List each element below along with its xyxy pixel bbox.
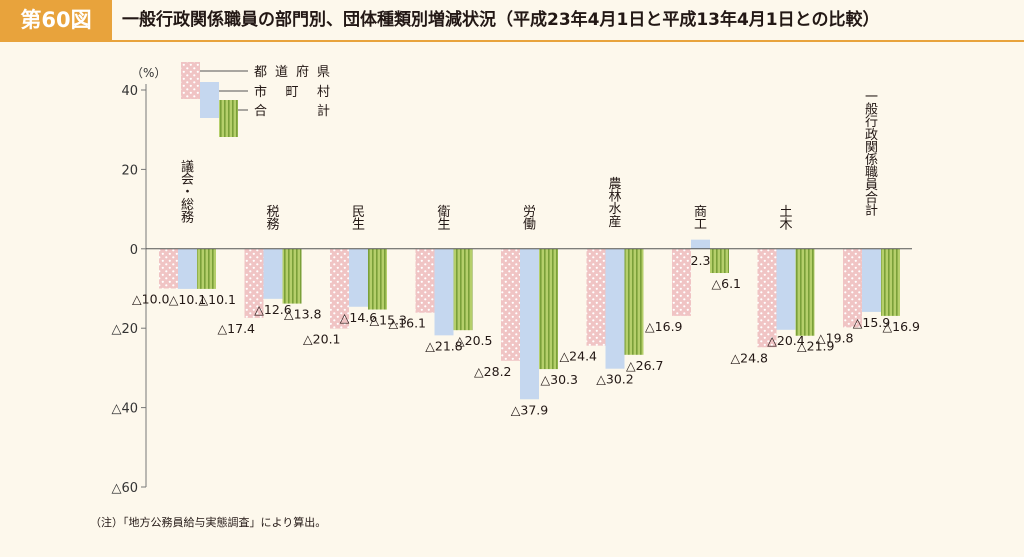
category-label: 労働 [523,205,536,233]
category-label: 議会・総務 [181,160,194,225]
category-label: 民生 [352,205,365,233]
bar-prefecture [757,248,777,348]
source-note: （注）「地方公務員給与実態調査」により算出。 [90,516,327,529]
legend-label-prefecture: 都道府県 [254,65,330,80]
category-label: 一般行政関係職員合計 [865,90,878,218]
data-label-total: △26.7 [626,358,663,373]
data-label-municipal: △12.6 [254,302,291,317]
bar-prefecture [159,248,178,289]
bar-municipal [349,248,368,307]
legend-label-municipal: 市町村 [254,84,330,100]
data-label-prefecture: △19.8 [816,330,853,345]
y-axis: （%） 40 20 0 △20 △40 △60 [111,66,166,496]
bar-total [710,248,729,274]
category-label: 商工 [694,205,707,233]
data-label-total: △15.3 [370,313,407,328]
data-label-municipal: △21.8 [425,338,462,353]
data-label-municipal: △30.2 [596,372,633,387]
bar-prefecture [843,248,862,328]
data-label-prefecture: △17.4 [218,321,255,336]
figure-header: 第60図 一般行政関係職員の部門別、団体種類別増減状況（平成23年4月1日と平成… [0,0,1024,42]
category-label: 税務 [266,205,279,233]
bars [159,239,900,400]
data-label-total: △13.8 [284,307,321,322]
data-label-municipal: △15.9 [853,315,890,330]
bar-total [368,248,387,310]
bar-prefecture [415,248,435,313]
data-label-total: △20.5 [455,333,492,348]
data-label-prefecture: △10.0 [132,292,169,307]
bar-municipal [862,248,881,312]
bar-municipal [691,239,710,249]
data-label-total: △16.9 [883,319,920,334]
bar-prefecture [586,248,606,346]
bar-total [795,248,815,336]
bar-municipal [263,248,283,299]
data-label-prefecture: △16.1 [389,316,426,331]
data-label-municipal: △37.9 [511,402,548,417]
bar-prefecture [672,248,691,316]
data-label-prefecture: △20.1 [303,332,340,347]
y-tick-label: △60 [111,481,138,496]
bar-total [197,248,216,289]
figure-number: 第60図 [0,0,112,40]
bar-total [282,248,302,304]
data-label-municipal: 2.3 [691,253,711,268]
data-label-total: △10.1 [199,292,236,307]
bar-municipal [520,248,539,400]
y-tick-label: △20 [111,322,138,337]
bar-prefecture [244,248,264,318]
y-axis-unit: （%） [131,66,166,80]
data-label-municipal: △10.1 [169,292,206,307]
data-labels: △10.0 △10.1△10.1△17.4△12.6△13.8△20.1△14.6… [132,253,920,417]
bar-total [881,248,900,316]
bar-municipal [434,248,454,336]
y-tick-label: △40 [111,402,138,417]
category-label: 土木 [779,205,792,233]
data-label-prefecture: △28.2 [474,364,511,379]
bar-municipal [605,248,625,369]
bar-total [453,248,473,331]
bar-prefecture [501,248,520,361]
legend-swatch-municipal [200,82,219,118]
data-label-municipal: △14.6 [340,310,377,325]
data-label-total: △6.1 [712,276,742,291]
bar-municipal [178,248,197,289]
y-tick-label: 0 [130,243,138,258]
category-label: 農林水産 [608,177,621,230]
y-tick-label: 40 [121,84,138,99]
data-label-municipal: △20.4 [767,333,804,348]
bar-total [624,248,644,355]
data-label-prefecture: △24.4 [560,349,597,364]
legend-swatch-total [219,100,238,137]
legend-label-total: 合計 [254,103,330,119]
data-label-total: △30.3 [541,372,578,387]
data-label-prefecture: △16.9 [645,319,682,334]
y-tick-label: 20 [121,163,138,178]
bar-total [539,248,558,370]
figure-title: 一般行政関係職員の部門別、団体種類別増減状況（平成23年4月1日と平成13年4月… [122,10,880,30]
bar-prefecture [330,248,349,329]
bar-municipal [776,248,796,330]
data-label-prefecture: △24.8 [731,350,768,365]
legend-swatch-prefecture [181,62,200,99]
category-label: 衛生 [437,205,450,233]
data-label-total: △21.9 [797,339,834,354]
category-labels: 議会・総務税務 民生 衛生 労働 農林水産商工 土木 一般行政関係職員合計 [181,90,878,233]
